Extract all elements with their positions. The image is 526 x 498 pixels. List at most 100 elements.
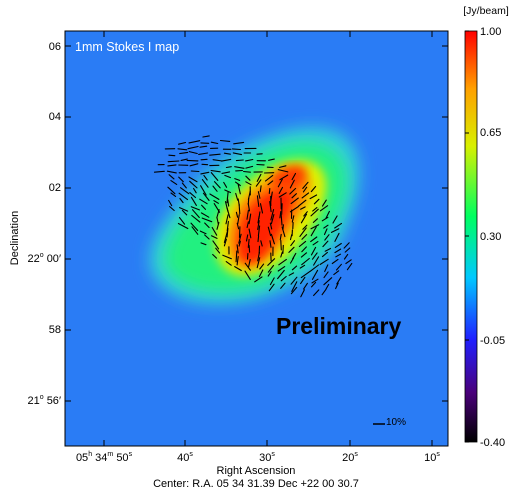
polarization-vector [301, 192, 310, 199]
polarization-vector [300, 252, 308, 258]
polarization-vector [257, 220, 260, 231]
polarization-vector [257, 235, 260, 243]
polarization-vector [167, 160, 180, 163]
polarization-vector [188, 151, 198, 155]
polarization-vector [215, 247, 221, 254]
polarization-vector [198, 152, 209, 155]
polarization-vector [300, 213, 308, 224]
polarization-vector [259, 203, 264, 214]
polarization-vector [209, 193, 220, 200]
polarization-vector [189, 163, 199, 167]
polarization-vector [321, 216, 329, 222]
polarization-vector [278, 186, 284, 194]
polarization-vector [335, 263, 342, 271]
polarization-vector [300, 289, 305, 298]
polarization-vector [280, 275, 287, 282]
polarization-vector [312, 241, 319, 246]
polarization-vector [291, 281, 298, 292]
polarization-vector [238, 203, 241, 215]
scale-bar-label: 10% [386, 417, 406, 428]
polarization-vector [310, 236, 318, 243]
polarization-vector [223, 238, 227, 247]
polarization-vector [300, 270, 311, 279]
polarization-vector [177, 148, 188, 151]
ra-tick-40: 40s [177, 451, 193, 464]
polarization-vector [325, 283, 330, 290]
polarization-vector [313, 289, 320, 297]
polarization-vector [288, 272, 295, 276]
polarization-vector [204, 222, 210, 229]
polarization-vector [322, 240, 329, 248]
dec-tick-58: 58 [49, 324, 61, 336]
polarization-vector [267, 258, 276, 266]
polarization-vector [254, 276, 263, 283]
polarization-vector [299, 227, 307, 237]
polarization-vector [190, 222, 199, 232]
polarization-vector [234, 178, 241, 181]
polarization-vector [280, 251, 283, 258]
polarization-vector [270, 213, 275, 225]
polarization-vector [289, 257, 295, 264]
polarization-vector [219, 139, 231, 142]
polarization-vector [289, 234, 293, 241]
polarization-vector [267, 270, 272, 277]
polarization-vector [257, 225, 261, 237]
polarization-vector [233, 141, 245, 145]
polarization-vector [181, 182, 187, 189]
polarization-vector [216, 221, 220, 230]
polarization-vector [268, 283, 275, 292]
polarization-vector [312, 218, 318, 223]
polarization-vector [248, 258, 251, 268]
polarization-vector [225, 166, 232, 169]
polarization-vector [245, 234, 249, 242]
polarization-vector [201, 179, 209, 188]
polarization-vector [236, 244, 239, 254]
polarization-vector [190, 196, 197, 206]
polarization-vector [269, 222, 273, 230]
polarization-vector [200, 185, 207, 196]
polarization-vector [301, 234, 308, 240]
polarization-vector [179, 151, 189, 155]
polarization-vector [288, 246, 295, 253]
polarization-vector [323, 228, 328, 236]
polarization-vector [247, 238, 250, 248]
colorbar-tick--0.40: -0.40 [480, 437, 505, 449]
polarization-vector [256, 173, 262, 182]
polarization-vector [323, 271, 329, 279]
map-center-coordinates: Center: R.A. 05 34 31.39 Dec +22 00 30.7 [153, 478, 359, 490]
polarization-vector [168, 199, 173, 207]
polarization-vector [277, 169, 289, 173]
colorbar-tick--0.05: -0.05 [480, 335, 505, 347]
polarization-vector [237, 183, 241, 195]
polarization-vector [222, 254, 232, 260]
polarization-vector [321, 199, 327, 207]
polarization-vector [303, 211, 308, 217]
polarization-vector [335, 282, 339, 290]
polarization-vector [212, 253, 218, 259]
colorbar-tick-0.30: 0.30 [480, 231, 501, 243]
polarization-vector [257, 215, 260, 224]
polarization-vector [226, 197, 230, 207]
polarization-vector [323, 277, 333, 286]
colorbar-tick-0.65: 0.65 [480, 127, 501, 139]
polarization-vector [223, 152, 231, 155]
polarization-vector [210, 169, 221, 173]
x-axis-label: Right Ascension [217, 465, 296, 477]
polarization-vector [299, 264, 306, 269]
polarization-vector [311, 269, 319, 280]
polarization-vector [211, 226, 218, 236]
polarization-vector [269, 240, 272, 248]
polarization-vector [311, 278, 319, 284]
polarization-vector [170, 180, 178, 185]
polarization-vector [302, 186, 308, 193]
plot-frame [64, 30, 449, 447]
polarization-vector [216, 209, 220, 219]
polarization-vector [193, 187, 197, 194]
polarization-vector [245, 181, 252, 186]
polarization-vector [225, 214, 229, 225]
polarization-vector [324, 247, 332, 252]
polarization-vector [166, 170, 177, 174]
polarization-vector [280, 282, 286, 289]
dec-tick-04: 04 [49, 111, 61, 123]
polarization-vector [300, 276, 306, 285]
